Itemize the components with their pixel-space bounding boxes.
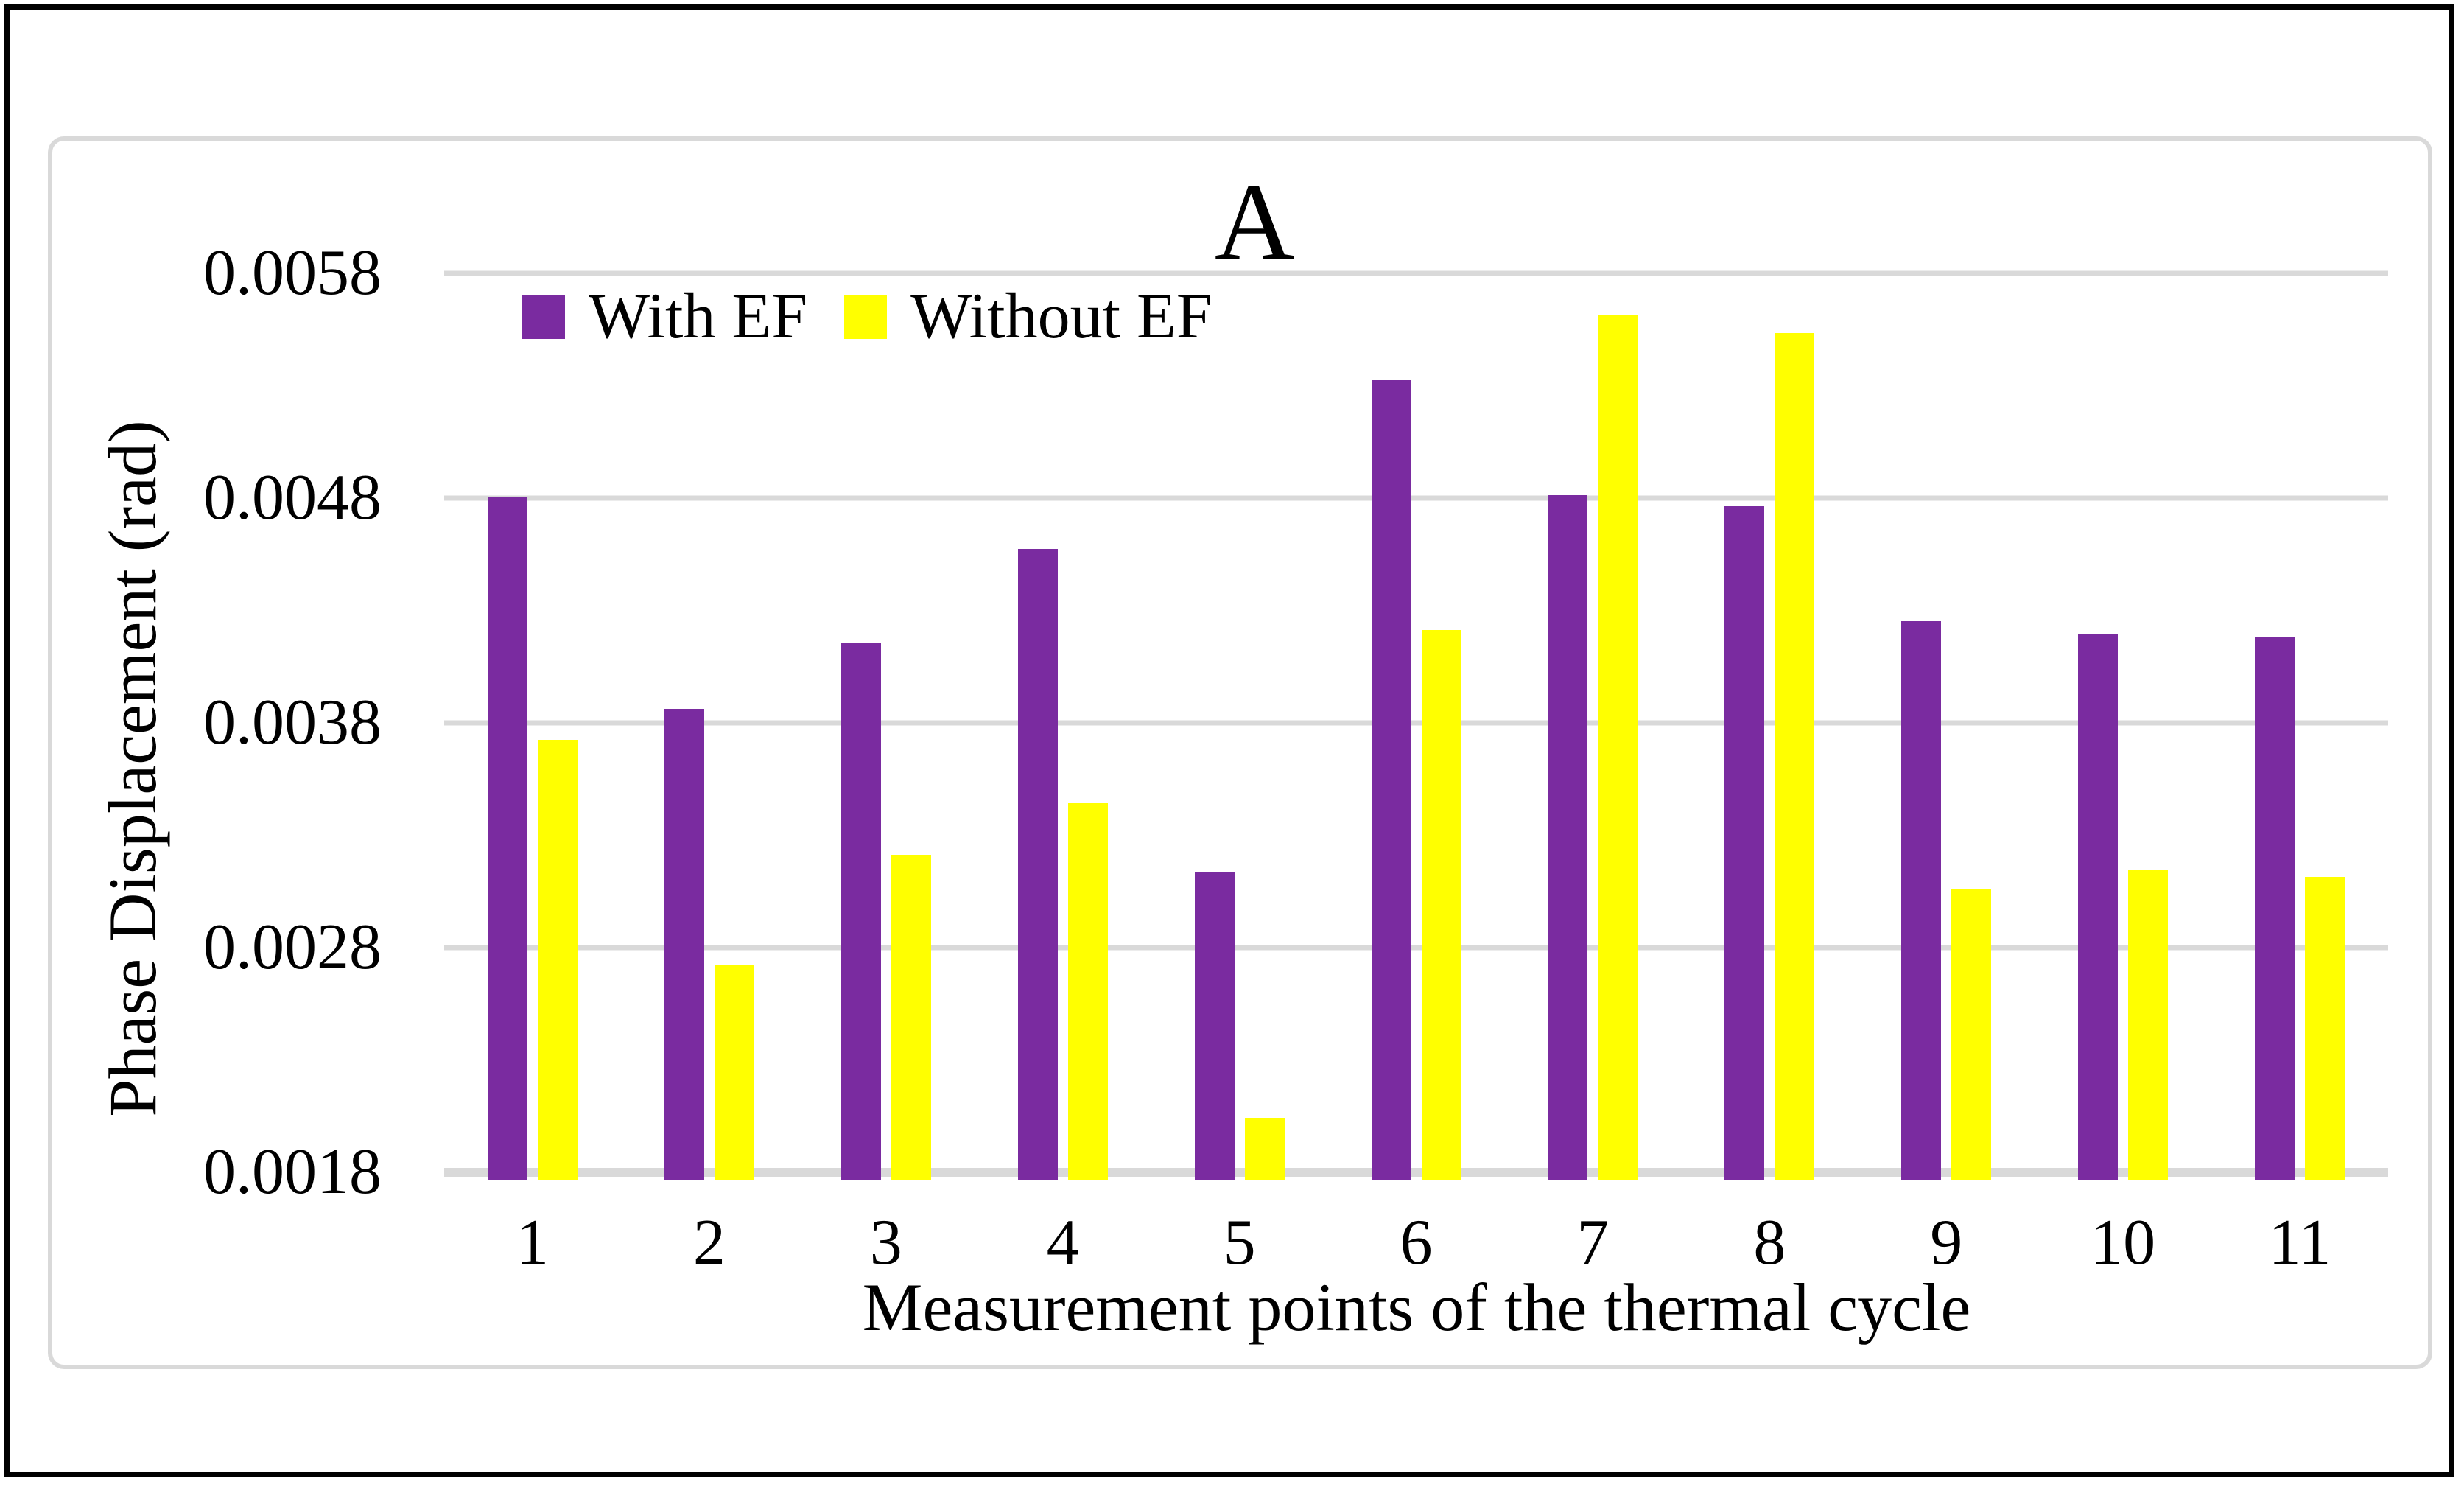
x-tick-label-3: 3 — [869, 1207, 902, 1278]
legend-label-without-ef: Without EF — [910, 281, 1212, 352]
bar-with-ef-11 — [2255, 637, 2295, 1180]
x-tick-label-8: 8 — [1753, 1207, 1786, 1278]
x-tick-label-1: 1 — [516, 1207, 549, 1278]
legend-swatch-without-ef — [844, 295, 888, 339]
legend-item-without-ef: Without EF — [844, 284, 1212, 349]
y-tick-label-0.0028: 0.0028 — [203, 912, 382, 983]
chart-title: A — [1214, 161, 1295, 283]
bar-with-ef-4 — [1018, 549, 1058, 1180]
bar-without-ef-5 — [1245, 1118, 1285, 1180]
bar-without-ef-10 — [2128, 870, 2168, 1180]
y-tick-label-0.0038: 0.0038 — [203, 687, 382, 758]
gridline-0.0038 — [444, 720, 2388, 726]
bar-with-ef-7 — [1548, 495, 1587, 1180]
x-tick-label-4: 4 — [1046, 1207, 1079, 1278]
gridline-0.0058 — [444, 270, 2388, 276]
legend-swatch-with-ef — [522, 295, 565, 339]
bar-without-ef-2 — [715, 965, 754, 1180]
bar-without-ef-9 — [1951, 889, 1991, 1180]
legend-label-with-ef: With EF — [589, 281, 808, 352]
x-tick-label-6: 6 — [1400, 1207, 1433, 1278]
gridline-0.0048 — [444, 495, 2388, 501]
figure-outer-border: A With EF Without EF Phase Displacement … — [4, 4, 2454, 1477]
x-tick-label-2: 2 — [692, 1207, 726, 1278]
plot-area: 1 2 3 4 5 6 7 8 9 10 11 — [444, 270, 2388, 1276]
bar-with-ef-10 — [2078, 634, 2118, 1180]
bar-without-ef-6 — [1422, 630, 1461, 1180]
bar-with-ef-1 — [488, 497, 527, 1180]
legend-item-with-ef: With EF — [522, 284, 807, 349]
legend: With EF Without EF — [522, 284, 1212, 349]
bar-without-ef-11 — [2305, 877, 2345, 1180]
bar-without-ef-3 — [891, 855, 931, 1180]
y-tick-label-0.0048: 0.0048 — [203, 462, 382, 533]
bar-without-ef-1 — [538, 740, 578, 1180]
x-tick-label-7: 7 — [1576, 1207, 1610, 1278]
bar-with-ef-6 — [1372, 380, 1411, 1180]
x-tick-label-9: 9 — [1930, 1207, 1963, 1278]
x-tick-label-5: 5 — [1223, 1207, 1256, 1278]
bar-with-ef-9 — [1901, 621, 1941, 1180]
bar-with-ef-2 — [664, 709, 704, 1180]
bar-with-ef-8 — [1724, 506, 1764, 1180]
bar-without-ef-7 — [1598, 315, 1638, 1180]
bar-without-ef-8 — [1775, 333, 1814, 1180]
chart-frame — [48, 136, 2432, 1369]
bar-without-ef-4 — [1068, 803, 1108, 1180]
bar-with-ef-5 — [1195, 872, 1235, 1180]
x-tick-label-10: 10 — [2091, 1207, 2156, 1278]
x-axis-title: Measurement points of the thermal cycle — [862, 1270, 1971, 1345]
y-tick-label-0.0058: 0.0058 — [203, 237, 382, 309]
gridline-0.0028 — [444, 945, 2388, 951]
bar-with-ef-3 — [841, 643, 881, 1180]
y-tick-label-0.0018: 0.0018 — [203, 1136, 382, 1208]
x-tick-label-11: 11 — [2268, 1207, 2331, 1278]
